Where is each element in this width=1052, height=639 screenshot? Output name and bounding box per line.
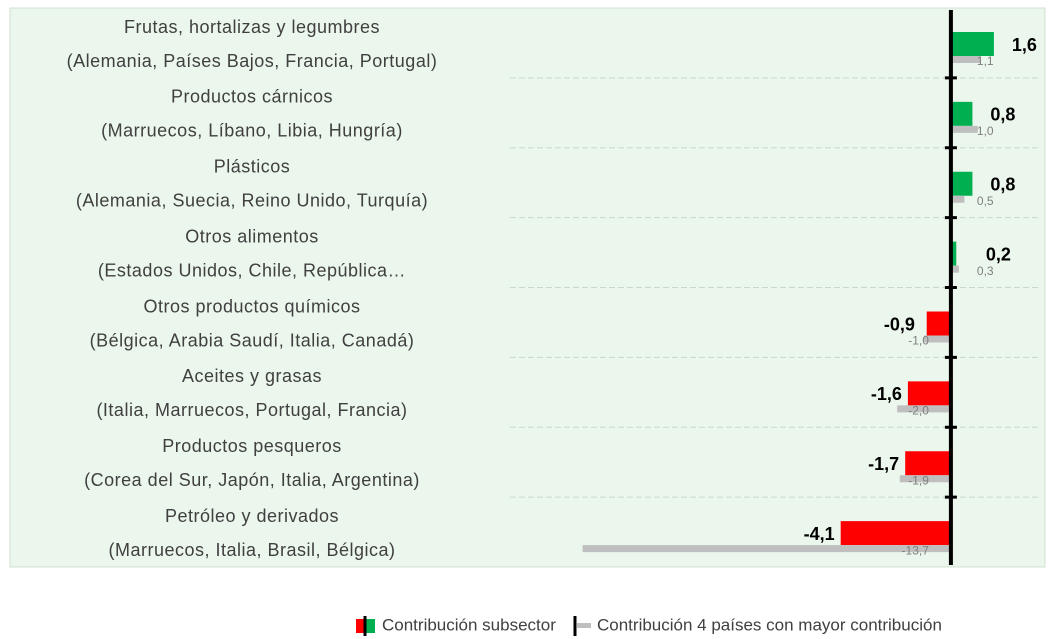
- category-label: (Alemania, Países Bajos, Francia, Portug…: [67, 51, 438, 71]
- data-label: -1,7: [868, 454, 899, 474]
- data-label: 0,8: [990, 105, 1015, 125]
- bar: [950, 195, 965, 203]
- legend-label: Contribución 4 países con mayor contribu…: [597, 615, 942, 634]
- data-label: -0,9: [884, 314, 915, 334]
- category-label: (Italia, Marruecos, Portugal, Francia): [96, 400, 407, 420]
- bar: [950, 241, 957, 266]
- bar: [950, 171, 973, 196]
- category-label: Otros alimentos: [185, 226, 319, 246]
- data-label: -13,7: [902, 543, 930, 557]
- bar: [950, 125, 978, 133]
- bar: [897, 405, 951, 413]
- category-label: Plásticos: [214, 157, 291, 177]
- data-label: 1,6: [1012, 35, 1037, 55]
- data-label: -1,0: [908, 334, 929, 348]
- bar: [907, 381, 951, 406]
- legend-label: Contribución subsector: [382, 615, 556, 634]
- category-label: (Alemania, Suecia, Reino Unido, Turquía): [76, 191, 428, 211]
- legend-swatch: [356, 619, 364, 633]
- bar: [926, 311, 951, 336]
- category-label: Frutas, hortalizas y legumbres: [124, 17, 380, 37]
- bar: [950, 32, 994, 56]
- data-label: 1,1: [977, 54, 994, 68]
- legend-swatch: [366, 619, 375, 633]
- category-label: Productos pesqueros: [162, 436, 342, 456]
- bar: [924, 335, 951, 343]
- legend-swatch: [577, 623, 591, 628]
- category-label: (Estados Unidos, Chile, República…: [98, 260, 406, 280]
- category-label: Aceites y grasas: [182, 366, 322, 386]
- category-label: Productos cárnicos: [171, 87, 333, 107]
- data-label: 0,8: [990, 175, 1015, 195]
- bar: [950, 56, 981, 63]
- category-label: (Marruecos, Italia, Brasil, Bélgica): [108, 540, 395, 560]
- category-label: (Corea del Sur, Japón, Italia, Argentina…: [84, 470, 420, 490]
- data-label: 0,3: [977, 264, 994, 278]
- data-label: -1,9: [908, 473, 929, 487]
- bar: [905, 451, 951, 476]
- data-label: -2,0: [908, 404, 929, 418]
- bar: [950, 265, 959, 273]
- data-label: 1,0: [977, 124, 994, 138]
- category-label: Otros productos químicos: [143, 296, 360, 316]
- bar: [950, 101, 973, 126]
- bar: [899, 475, 951, 483]
- data-label: -4,1: [804, 524, 835, 544]
- data-label: 0,5: [977, 194, 994, 208]
- category-label: (Bélgica, Arabia Saudí, Italia, Canadá): [90, 330, 415, 350]
- bar: [582, 545, 951, 553]
- category-label: Petróleo y derivados: [165, 506, 339, 526]
- bar: [840, 521, 951, 546]
- data-label: 0,2: [986, 244, 1011, 264]
- category-label: (Marruecos, Líbano, Libia, Hungría): [101, 121, 403, 141]
- data-label: -1,6: [871, 384, 902, 404]
